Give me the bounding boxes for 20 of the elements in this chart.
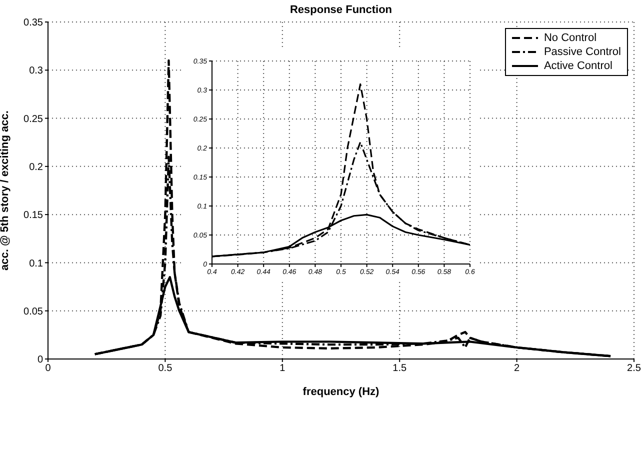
legend-label: No Control [544,31,597,45]
x-tick-label: 0 [45,363,52,374]
x-tick-label: 0.5 [158,363,173,374]
y-tick-label: 0.25 [24,114,44,125]
y-tick-label: 0.1 [29,258,44,270]
chart-title: Response Function [288,4,394,16]
x-axis-title: frequency (Hz) [302,386,380,398]
y-tick-label: 0.35 [24,18,44,29]
legend-label: Passive Control [544,45,621,59]
x-tick-label: 1 [280,363,286,374]
y-tick-label: 0.15 [24,210,44,222]
y-tick-label: 0 [37,354,44,366]
y-tick-label: 0.05 [24,306,44,318]
x-tick-label: 2 [514,363,520,374]
y-tick-label: 0.2 [29,162,44,173]
y-tick-label: 0.3 [29,66,44,77]
x-tick-label: 1.5 [392,363,407,374]
x-tick-label: 2.5 [627,363,641,374]
y-axis-title: acc. @ 5th story / exciting acc. [0,110,11,270]
legend-label: Active Control [544,59,612,73]
